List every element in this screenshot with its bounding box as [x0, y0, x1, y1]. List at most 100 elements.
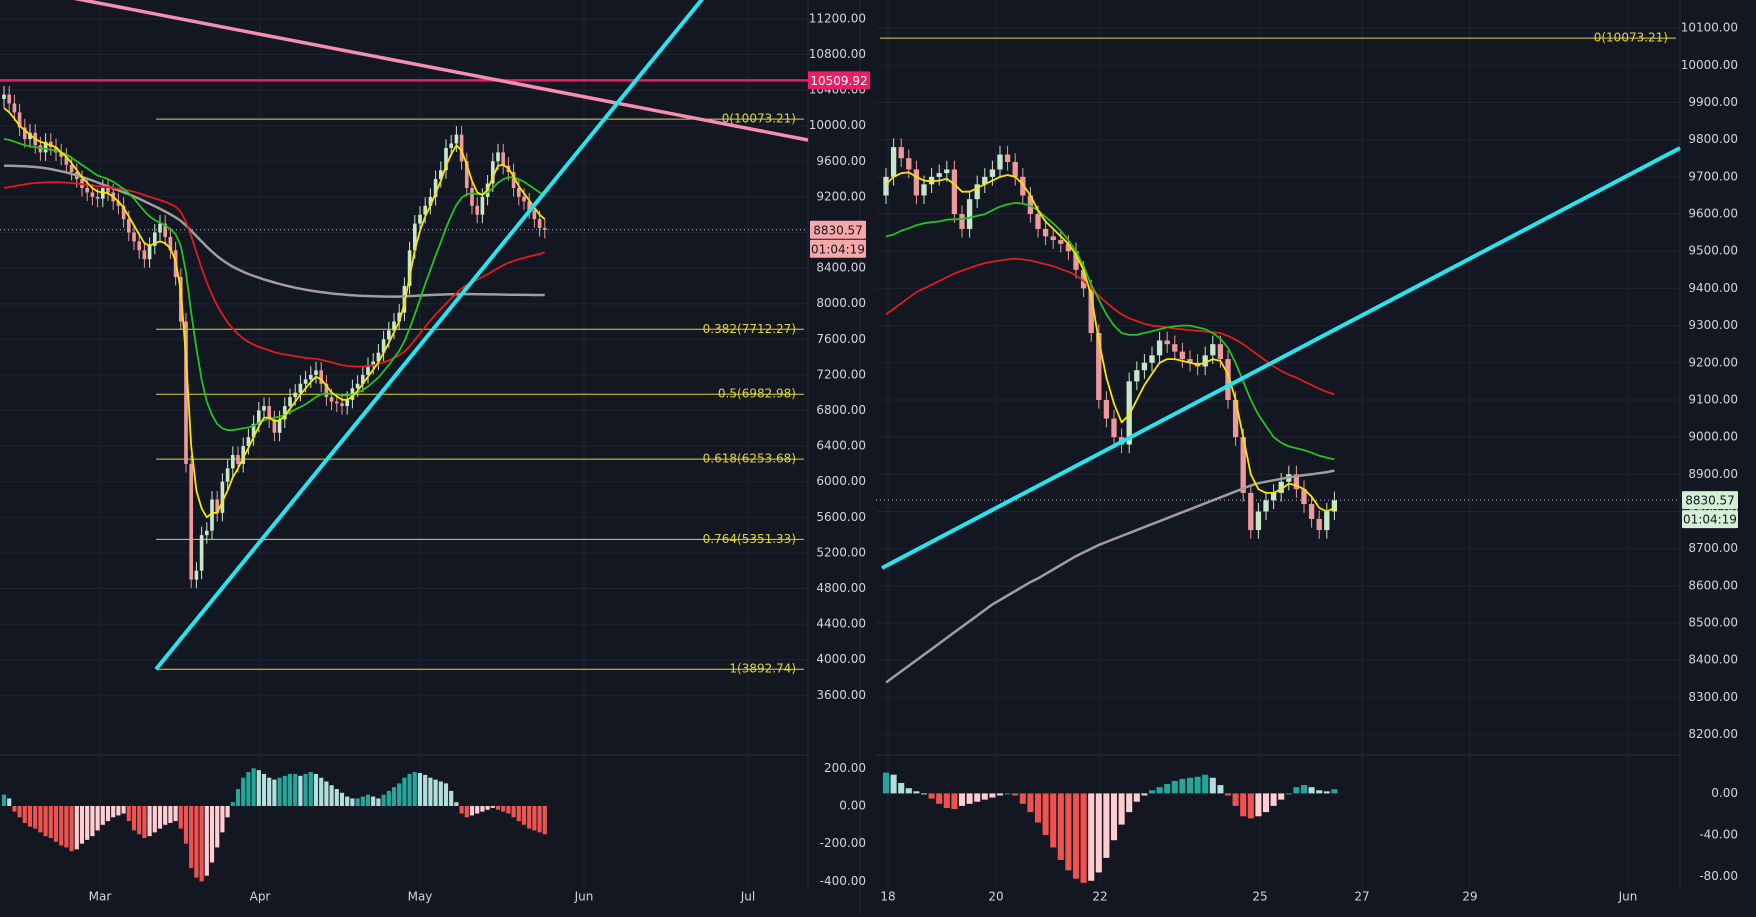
- oscillator-bar: [1118, 793, 1125, 825]
- candle: [913, 169, 920, 196]
- candle: [428, 196, 433, 206]
- oscillator-bar: [64, 805, 69, 848]
- oscillator-bar: [116, 805, 121, 816]
- candle: [490, 161, 495, 184]
- candle: [272, 419, 277, 433]
- oscillator-bar: [209, 805, 215, 863]
- x-tick-label: Mar: [89, 890, 112, 904]
- candle: [1263, 500, 1269, 512]
- y-tick-label: 3600.00: [816, 688, 866, 702]
- oscillator-bar: [485, 805, 490, 810]
- oscillator-bar: [215, 805, 220, 848]
- oscillator-bar: [417, 773, 423, 806]
- oscillator-bar: [1232, 793, 1239, 806]
- oscillator-bar: [1308, 787, 1315, 794]
- candle: [7, 94, 12, 104]
- candle: [1035, 214, 1041, 229]
- candle: [189, 463, 194, 580]
- candle: [1020, 176, 1026, 196]
- candle: [532, 210, 537, 220]
- y-tick-label: 5200.00: [816, 545, 866, 559]
- oscillator-bar: [1042, 793, 1049, 835]
- oscillator-bar: [220, 805, 225, 833]
- oscillator-bar: [168, 805, 173, 823]
- oscillator-bar: [277, 777, 282, 806]
- oscillator-bar: [1331, 789, 1338, 794]
- candle: [17, 112, 22, 128]
- fib-level-label: 0.382(7712.27): [703, 322, 796, 336]
- y-tick-label: 8400.00: [816, 261, 866, 275]
- oscillator-bar: [438, 781, 443, 806]
- oscillator-bar: [495, 805, 501, 810]
- oscillator-bar: [1012, 793, 1019, 796]
- candle: [163, 223, 168, 237]
- candle: [936, 173, 942, 177]
- oscillator-bar: [360, 796, 365, 806]
- last-price-label-box: [1682, 491, 1738, 510]
- candle: [132, 232, 136, 242]
- oscillator-bar: [355, 798, 360, 806]
- oscillator-bar: [1004, 793, 1011, 795]
- y-tick-label: 9400.00: [1688, 281, 1738, 295]
- oscillator-bar: [303, 773, 308, 806]
- oscillator-bar: [199, 805, 204, 882]
- candle: [355, 383, 360, 389]
- osc-tick-label: 0.00: [1711, 786, 1738, 800]
- oscillator-bar: [1186, 777, 1194, 794]
- candle: [267, 406, 272, 420]
- oscillator-bar: [1285, 793, 1292, 795]
- oscillator-bar: [433, 779, 438, 806]
- oscillator-bar: [1156, 787, 1163, 794]
- candle: [1156, 340, 1163, 356]
- candle: [282, 406, 287, 420]
- oscillator-bar: [1050, 793, 1057, 848]
- candle: [1225, 359, 1231, 400]
- oscillator-bar: [905, 788, 912, 794]
- oscillator-bar: [958, 793, 966, 806]
- candle: [1324, 511, 1330, 531]
- oscillator-bar: [350, 798, 355, 806]
- oscillator-bar: [490, 805, 495, 808]
- y-tick-label: 9500.00: [1688, 244, 1738, 258]
- oscillator-bar: [542, 805, 547, 835]
- oscillator-bar: [443, 783, 449, 806]
- ma-red-line: [3, 181, 546, 368]
- oscillator-bar: [1110, 793, 1118, 841]
- candle: [1172, 344, 1178, 352]
- oscillator-bar: [1194, 776, 1201, 794]
- candle: [1012, 162, 1018, 177]
- y-tick-label: 9100.00: [1688, 392, 1738, 406]
- y-tick-label: 9600.00: [1688, 207, 1738, 221]
- candle: [1058, 240, 1064, 244]
- ascending-trendline-left: [154, 0, 705, 671]
- oscillator-bar: [371, 796, 376, 806]
- candle: [184, 321, 188, 464]
- fib-level-label: 0.5(6982.98): [718, 387, 796, 401]
- oscillator-bar: [178, 805, 183, 829]
- oscillator-bar: [111, 805, 116, 818]
- candle: [230, 455, 235, 469]
- oscillator-bar: [943, 793, 950, 808]
- candle: [438, 170, 443, 180]
- osc-tick-label: 0.00: [839, 798, 866, 812]
- oscillator-bar: [527, 805, 532, 829]
- candle: [444, 147, 448, 171]
- oscillator-bar: [1262, 793, 1270, 813]
- oscillator-bar: [100, 805, 105, 825]
- oscillator-bar: [454, 802, 459, 806]
- oscillator-bar: [376, 798, 381, 806]
- candle: [501, 152, 506, 166]
- oscillator-bar: [407, 773, 412, 806]
- oscillator-bar: [1065, 793, 1072, 871]
- candle: [22, 127, 27, 140]
- oscillator-bar: [298, 775, 303, 806]
- candle: [1187, 359, 1193, 363]
- candle: [95, 196, 100, 199]
- candle: [1255, 511, 1262, 531]
- oscillator-bar: [501, 805, 506, 812]
- ma-red-line: [885, 257, 1335, 396]
- candle: [298, 383, 303, 393]
- oscillator-bar: [38, 805, 43, 833]
- candle: [116, 201, 121, 206]
